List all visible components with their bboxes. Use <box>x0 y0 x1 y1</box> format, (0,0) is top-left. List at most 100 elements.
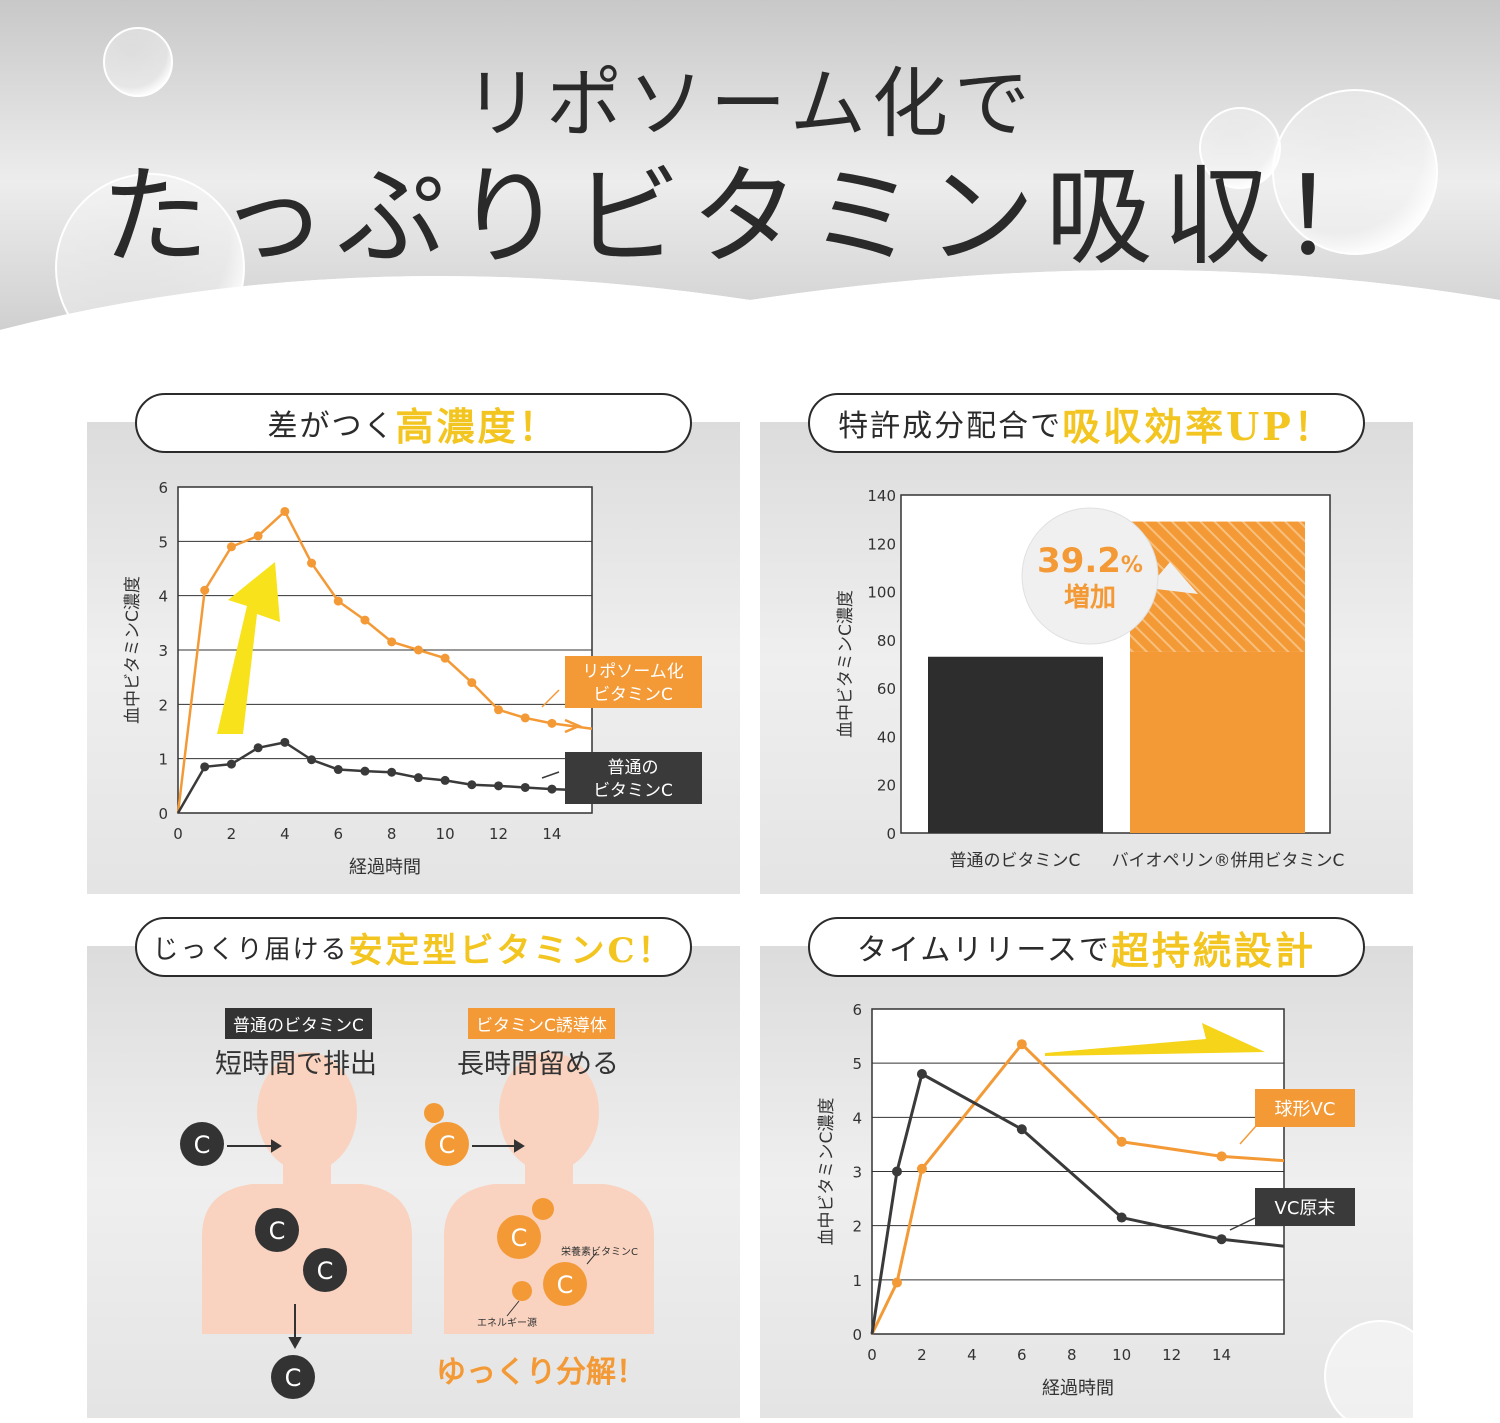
panel-stable-vitamin: C C C C C C C 栄養素ビタミンC <box>87 946 740 1418</box>
data-point <box>200 762 210 772</box>
molecule-dark <box>180 1122 347 1399</box>
tag-regular-vitamin: 普通のビタミンC <box>225 1008 372 1039</box>
data-point <box>253 531 263 541</box>
caption-short-time: 短時間で排出 <box>215 1049 377 1080</box>
molecule-orange <box>424 1103 587 1306</box>
x-tick-label: 6 <box>333 825 343 843</box>
y-axis-label: 血中ビタミンC濃度 <box>817 1098 837 1246</box>
x-tick-label: 0 <box>867 1346 877 1364</box>
data-point <box>891 1166 902 1177</box>
x-tick-label: 8 <box>1067 1346 1077 1364</box>
bubble-decoration <box>103 27 173 97</box>
panel4-title-highlight: 超持続設計 <box>1110 927 1316 973</box>
y-tick-label: 40 <box>877 728 896 746</box>
bar <box>928 656 1103 833</box>
y-tick-label: 80 <box>877 632 896 650</box>
molecule-letter: C <box>194 1131 211 1159</box>
y-tick-label: 0 <box>158 805 168 823</box>
data-point <box>413 645 423 655</box>
data-point <box>1016 1124 1027 1135</box>
body-silhouette-right <box>444 1052 654 1334</box>
bubble-decoration <box>1324 1320 1413 1418</box>
panel4-title-pill: タイムリリースで 超持続設計 <box>808 917 1365 977</box>
y-tick-label: 6 <box>158 479 168 497</box>
series-label-text: ビタミンC <box>593 781 673 801</box>
data-point <box>891 1277 902 1288</box>
data-point <box>280 737 290 747</box>
callout-circle <box>1021 507 1159 645</box>
series-label-box <box>1255 1188 1355 1226</box>
callout-text: 増加 <box>1064 583 1116 613</box>
series-label-box <box>565 752 702 804</box>
panel2-title-dark: 特許成分配合で <box>838 409 1063 444</box>
data-point <box>226 759 236 769</box>
y-tick-label: 4 <box>852 1109 862 1127</box>
series-label-box <box>1255 1089 1355 1127</box>
y-tick-label: 3 <box>852 1164 862 1182</box>
header-banner: リポソーム化で たっぷりビタミン吸収！ <box>0 0 1500 340</box>
bubble-decoration <box>1272 89 1438 255</box>
y-tick-label: 60 <box>877 680 896 698</box>
series-label-box <box>565 656 702 708</box>
data-point <box>494 781 504 791</box>
arrow-icon <box>227 1139 302 1350</box>
increase-callout: 39.2%増加 <box>1021 507 1198 645</box>
x-axis-label: 経過時間 <box>1042 1378 1114 1399</box>
y-tick-label: 140 <box>867 487 896 505</box>
x-tick-label: 4 <box>967 1346 977 1364</box>
series-line <box>176 510 593 814</box>
panel3-title-dark: じっくり届ける <box>152 934 349 965</box>
y-tick-label: 5 <box>158 533 168 551</box>
data-point <box>494 705 504 715</box>
series-label-text: リポソーム化 <box>582 662 684 682</box>
x-tick-label: 6 <box>1017 1346 1027 1364</box>
y-axis-label: 血中ビタミンC濃度 <box>836 590 856 738</box>
label-energy: エネルギー源 <box>477 1316 537 1329</box>
label-leader-line <box>541 771 560 779</box>
series-label-text: VC原末 <box>1275 1198 1336 1219</box>
bottom-caption: ゆっくり分解！ <box>436 1355 646 1390</box>
x-tick-label: 14 <box>1212 1346 1231 1364</box>
y-tick-label: 2 <box>852 1218 862 1236</box>
header-background <box>0 0 1500 340</box>
data-point <box>413 773 423 783</box>
data-point <box>200 585 210 595</box>
molecule-letter: C <box>269 1217 286 1245</box>
y-tick-label: 3 <box>158 642 168 660</box>
x-tick-label: 2 <box>227 825 237 843</box>
data-point <box>226 542 236 552</box>
data-point <box>467 678 477 688</box>
series-label-text: 球形VC <box>1275 1099 1336 1120</box>
molecule-letter: C <box>285 1364 302 1392</box>
caption-long-time: 長時間留める <box>457 1049 619 1080</box>
body-illustration: C C C C C C C 栄養素ビタミンC <box>180 1052 654 1399</box>
callout-value-unit: % <box>1121 553 1143 578</box>
tag-derivative-vitamin: ビタミンC誘導体 <box>468 1008 615 1039</box>
x-tick-label: 2 <box>917 1346 927 1364</box>
x-category-label: バイオペリン®併用ビタミンC <box>1112 851 1345 871</box>
x-tick-label: 14 <box>542 825 561 843</box>
panel3-title-highlight: 安定型ビタミンC！ <box>348 930 675 971</box>
data-point <box>1216 1151 1227 1162</box>
y-axis-label: 血中ビタミンC濃度 <box>123 576 143 724</box>
label-leader-line <box>506 1251 598 1317</box>
callout-tail <box>1148 562 1198 594</box>
data-point <box>547 784 557 794</box>
molecule-letter: C <box>317 1257 334 1285</box>
data-point <box>520 782 530 792</box>
label-leader-line <box>1229 1217 1256 1231</box>
y-tick-label: 20 <box>877 777 896 795</box>
body-silhouette-left <box>202 1052 412 1334</box>
panel1-title-highlight: 高濃度！ <box>395 403 560 449</box>
series-label-text: ビタミンC <box>593 685 673 705</box>
data-point <box>307 755 317 765</box>
data-point <box>1016 1039 1027 1050</box>
arrow-icon <box>472 1139 525 1153</box>
panel2-title-highlight: 吸収効率UP！ <box>1062 403 1335 449</box>
y-tick-label: 6 <box>852 1001 862 1019</box>
y-tick-label: 1 <box>852 1272 862 1290</box>
series-line <box>176 741 579 814</box>
panel1-title-pill: 差がつく 高濃度！ <box>135 393 692 453</box>
